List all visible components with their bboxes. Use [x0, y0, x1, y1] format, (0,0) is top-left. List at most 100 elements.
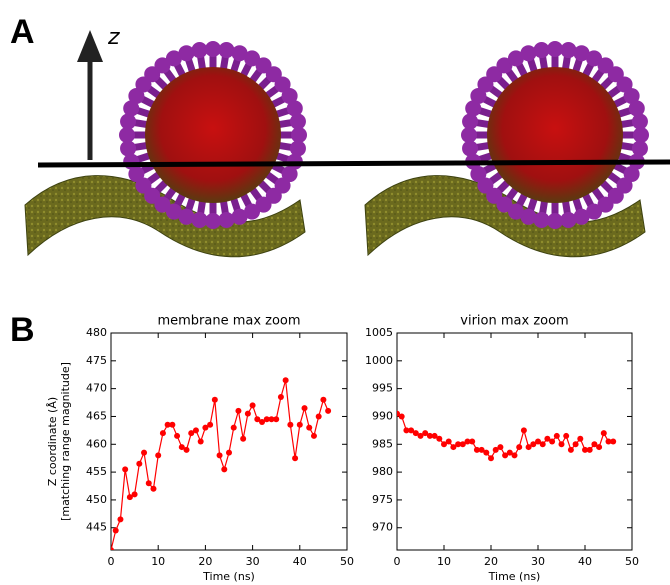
y-tick-label: 970 — [372, 521, 393, 534]
x-axis-label: Time (ns) — [202, 570, 255, 583]
y-tick-label: 480 — [86, 326, 107, 339]
data-point — [164, 421, 171, 428]
spike-head — [633, 127, 649, 143]
panel-label: B — [10, 311, 35, 349]
data-point — [141, 449, 148, 456]
y-tick-label: 470 — [86, 382, 107, 395]
y-tick-label: 465 — [86, 409, 107, 422]
x-tick-label: 20 — [484, 555, 498, 568]
spike-head — [462, 113, 479, 130]
data-point — [502, 452, 509, 459]
data-point — [235, 407, 242, 414]
data-point — [431, 432, 438, 439]
data-point — [301, 405, 308, 412]
data-point — [497, 444, 504, 451]
data-point — [605, 438, 612, 445]
x-tick-label: 20 — [198, 555, 212, 568]
y-tick-label: 455 — [86, 465, 107, 478]
data-point — [315, 413, 322, 420]
spike-head — [520, 45, 537, 62]
spike-head — [120, 113, 137, 130]
data-point — [174, 432, 181, 439]
spike-head — [547, 213, 563, 229]
spike-head — [178, 208, 195, 225]
spike-head — [281, 87, 298, 104]
virion-core — [487, 67, 623, 203]
data-point — [535, 438, 541, 445]
data-point — [111, 547, 114, 550]
spike-head — [507, 203, 524, 220]
data-point — [572, 441, 579, 448]
membrane — [364, 175, 646, 258]
spike-head — [623, 87, 640, 104]
data-point — [296, 421, 303, 428]
spike-head — [289, 113, 306, 130]
spike-head — [218, 42, 235, 59]
data-point — [492, 446, 499, 453]
y-tick-label: 460 — [86, 437, 107, 450]
spike-head — [291, 127, 307, 143]
spike-head — [165, 203, 182, 220]
data-point — [273, 416, 280, 423]
x-tick-label: 0 — [394, 555, 401, 568]
data-point — [591, 441, 598, 448]
data-point — [506, 449, 513, 456]
y-tick-label: 975 — [372, 493, 393, 506]
x-tick-label: 40 — [293, 555, 307, 568]
spike-head — [205, 213, 221, 229]
data-point — [145, 480, 152, 487]
spike-head — [597, 196, 614, 213]
data-point — [155, 452, 162, 459]
data-point — [287, 421, 294, 428]
spike-head — [547, 41, 563, 57]
spike-head — [477, 177, 494, 194]
data-point — [221, 466, 228, 473]
membrane — [24, 175, 306, 258]
data-point — [131, 491, 138, 498]
data-point — [488, 455, 494, 462]
spike-head — [470, 87, 487, 104]
data-point — [473, 446, 480, 453]
reference-line — [37, 159, 670, 168]
data-point — [244, 410, 251, 417]
spike-head — [231, 45, 248, 62]
spike-head — [218, 211, 235, 228]
data-point — [441, 441, 447, 448]
data-point — [459, 441, 466, 448]
spike-head — [560, 211, 577, 228]
data-point — [478, 446, 485, 453]
data-point — [240, 435, 247, 442]
data-point — [408, 427, 415, 434]
spike-head — [128, 166, 145, 183]
spike-head — [154, 57, 171, 74]
spike-head — [520, 208, 537, 225]
spike-head — [507, 50, 524, 67]
spike-head — [191, 211, 208, 228]
x-tick-label: 30 — [246, 555, 260, 568]
spike-head — [573, 45, 590, 62]
data-point — [230, 424, 237, 431]
data-point — [403, 427, 410, 434]
spike-head — [573, 208, 590, 225]
y-tick-label: 990 — [372, 409, 393, 422]
plot-frame — [396, 332, 633, 551]
data-point — [126, 494, 133, 501]
data-point — [197, 438, 204, 445]
data-line — [111, 380, 329, 550]
data-point — [558, 441, 565, 448]
chart-title: membrane max zoom — [157, 314, 300, 329]
data-point — [122, 466, 129, 473]
y-tick-label: 980 — [372, 465, 393, 478]
data-point — [226, 449, 232, 456]
data-point — [549, 438, 556, 445]
data-point — [577, 435, 584, 442]
data-point — [183, 446, 190, 453]
axis-label: z — [107, 25, 120, 50]
data-point — [525, 444, 532, 451]
data-point — [268, 416, 275, 423]
data-point — [530, 441, 537, 448]
data-point — [159, 430, 166, 437]
x-tick-label: 10 — [437, 555, 451, 568]
data-point — [292, 455, 299, 462]
spike-head — [165, 50, 182, 67]
